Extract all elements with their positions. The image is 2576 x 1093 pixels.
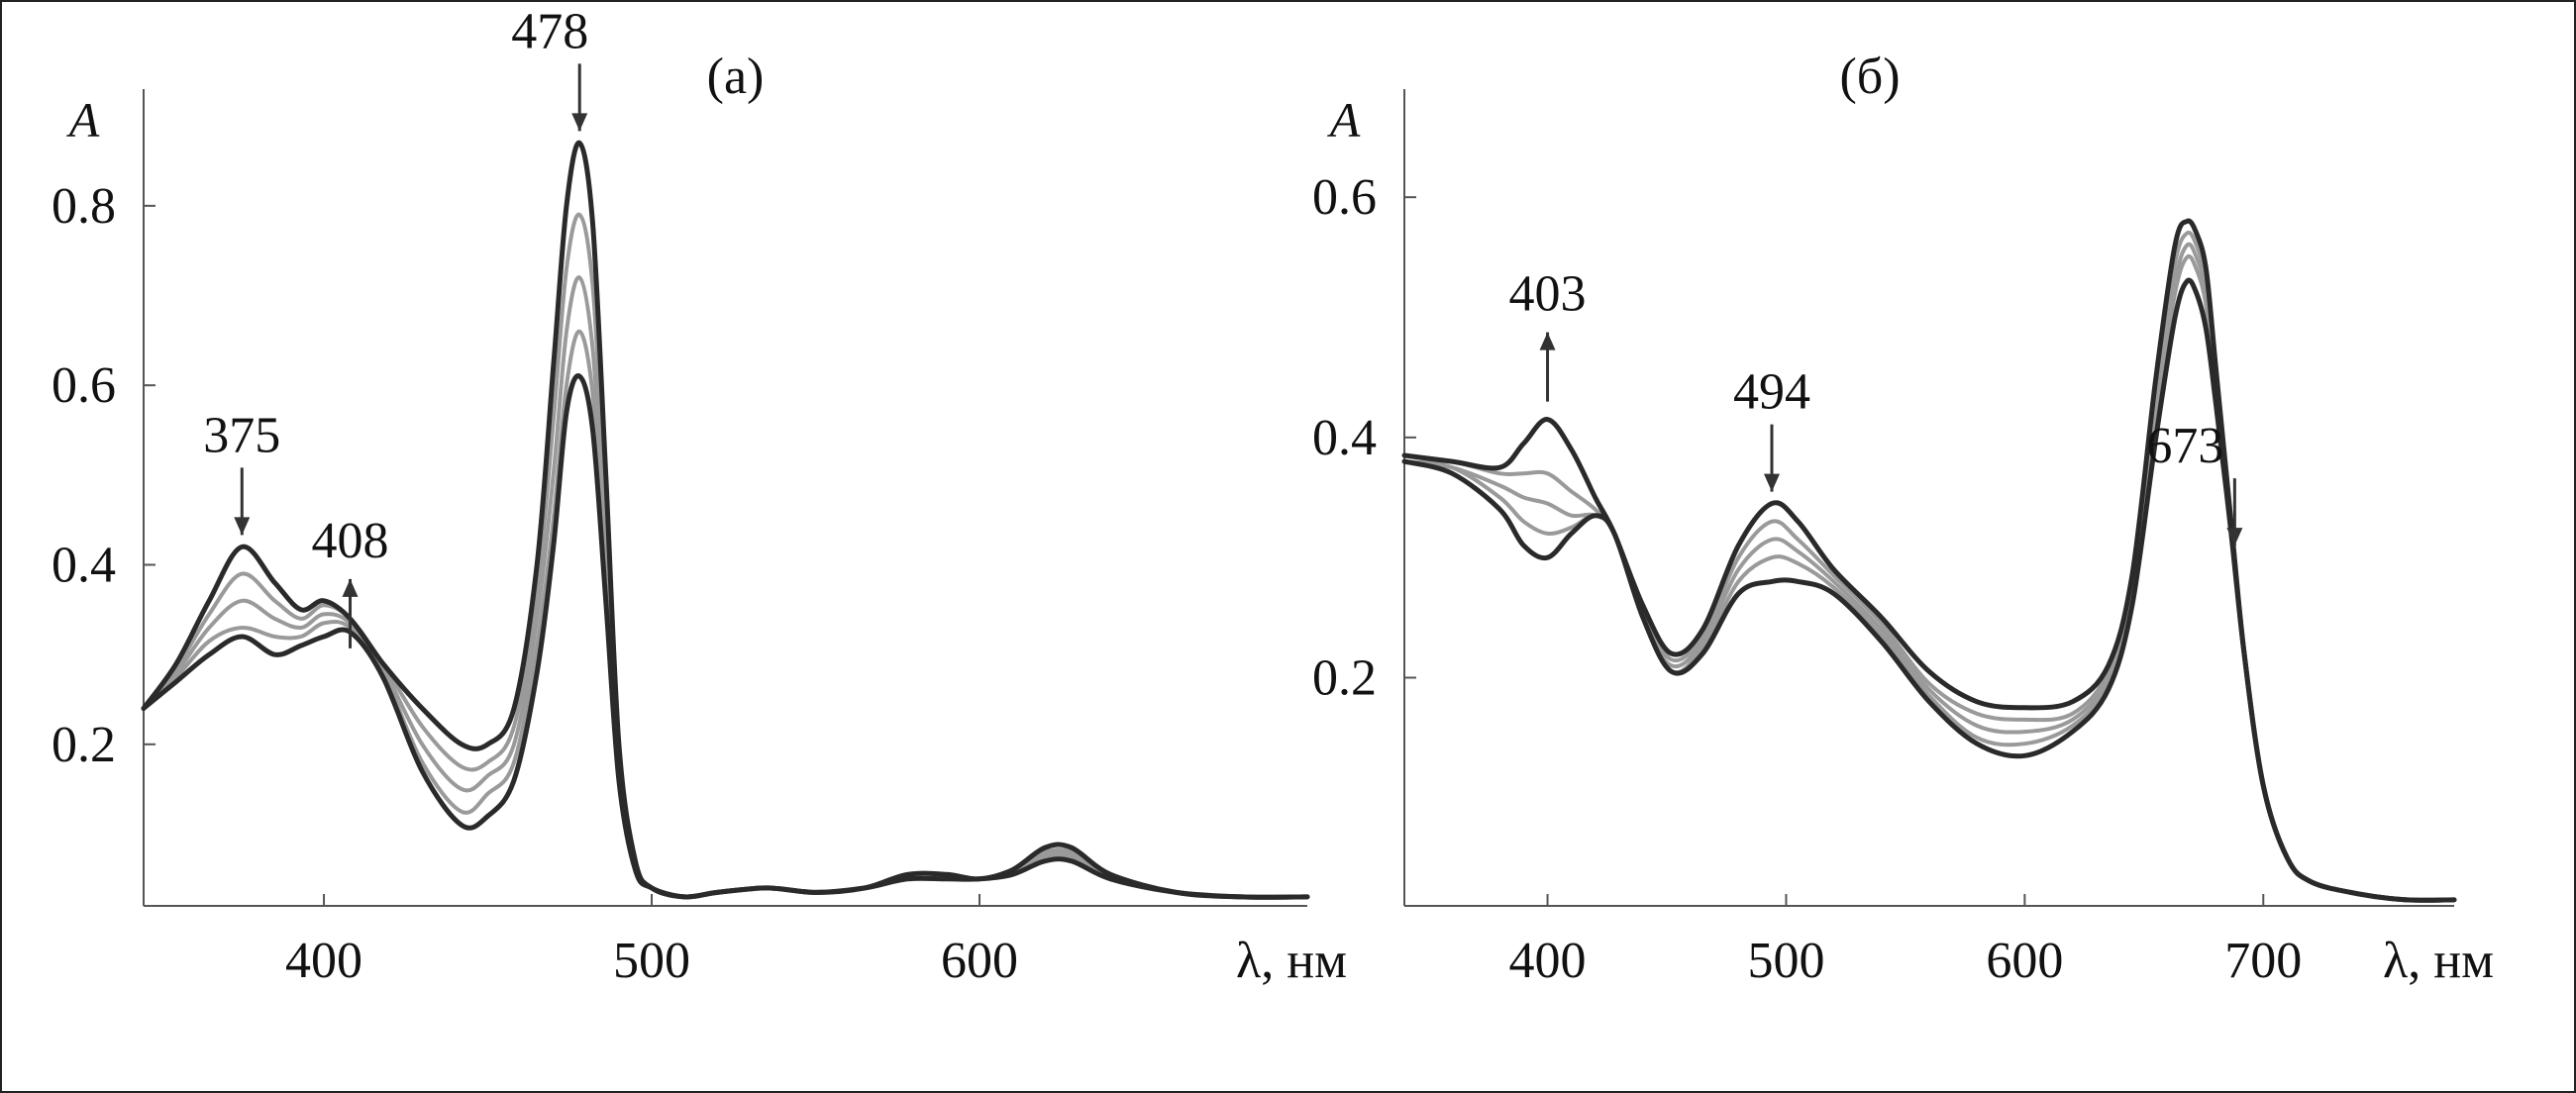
panel-label: (а): [707, 49, 765, 105]
peak-label: 403: [1509, 266, 1587, 323]
spectrum-line-intermediate: [1402, 242, 2456, 903]
x-tick-label: 500: [613, 933, 690, 989]
peak-label: 478: [511, 3, 588, 59]
peak-label: 408: [312, 513, 389, 569]
y-axis-label: A: [1327, 92, 1361, 148]
peak-label: 375: [203, 407, 280, 463]
annotation-arrowhead: [342, 578, 359, 597]
y-tick-label: 0.8: [52, 178, 116, 235]
panel-a: 0.2 0.4 0.6 0.8 400 500 600 Aλ, нм (а) 375 408 478: [52, 3, 1347, 989]
x-axis-label: λ, нм: [1236, 933, 1347, 989]
x-tick-label: 600: [1986, 933, 2063, 989]
spectrum-line-final: [1401, 218, 2457, 903]
x-tick-label: 500: [1747, 933, 1824, 989]
annotation-arrowhead: [571, 113, 588, 132]
spectrum-line-intermediate: [142, 275, 1309, 900]
panel-label: (б): [1839, 49, 1900, 105]
annotation-arrowhead: [2226, 528, 2243, 546]
x-tick-label: 400: [1509, 933, 1587, 989]
x-axis-label: λ, нм: [2383, 933, 2494, 989]
peak-label: 673: [2146, 418, 2223, 474]
y-tick-label: 0.2: [1312, 649, 1377, 706]
y-tick-label: 0.6: [52, 357, 116, 414]
y-tick-label: 0.4: [1312, 410, 1377, 466]
spectrum-line-intermediate: [1402, 253, 2456, 903]
annotation-arrowhead: [1539, 332, 1556, 350]
spectrum-line-initial: [1401, 277, 2457, 903]
y-tick-label: 0.4: [52, 537, 116, 593]
spectrum-line-intermediate: [1402, 230, 2456, 903]
annotation-arrowhead: [1764, 473, 1780, 492]
x-tick-label: 600: [941, 933, 1018, 989]
y-tick-label: 0.2: [52, 717, 116, 773]
peak-label: 494: [1733, 364, 1810, 421]
spectrum-line-final: [141, 373, 1310, 900]
x-tick-label: 700: [2224, 933, 2302, 989]
y-tick-label: 0.6: [1312, 169, 1377, 226]
y-axis-label: A: [66, 92, 100, 148]
annotation-arrowhead: [234, 517, 251, 536]
panel-b: 0.2 0.4 0.6 400 500 600 700 Aλ, нм (б) 403 494 673: [1312, 49, 2494, 989]
x-tick-label: 400: [285, 933, 362, 989]
